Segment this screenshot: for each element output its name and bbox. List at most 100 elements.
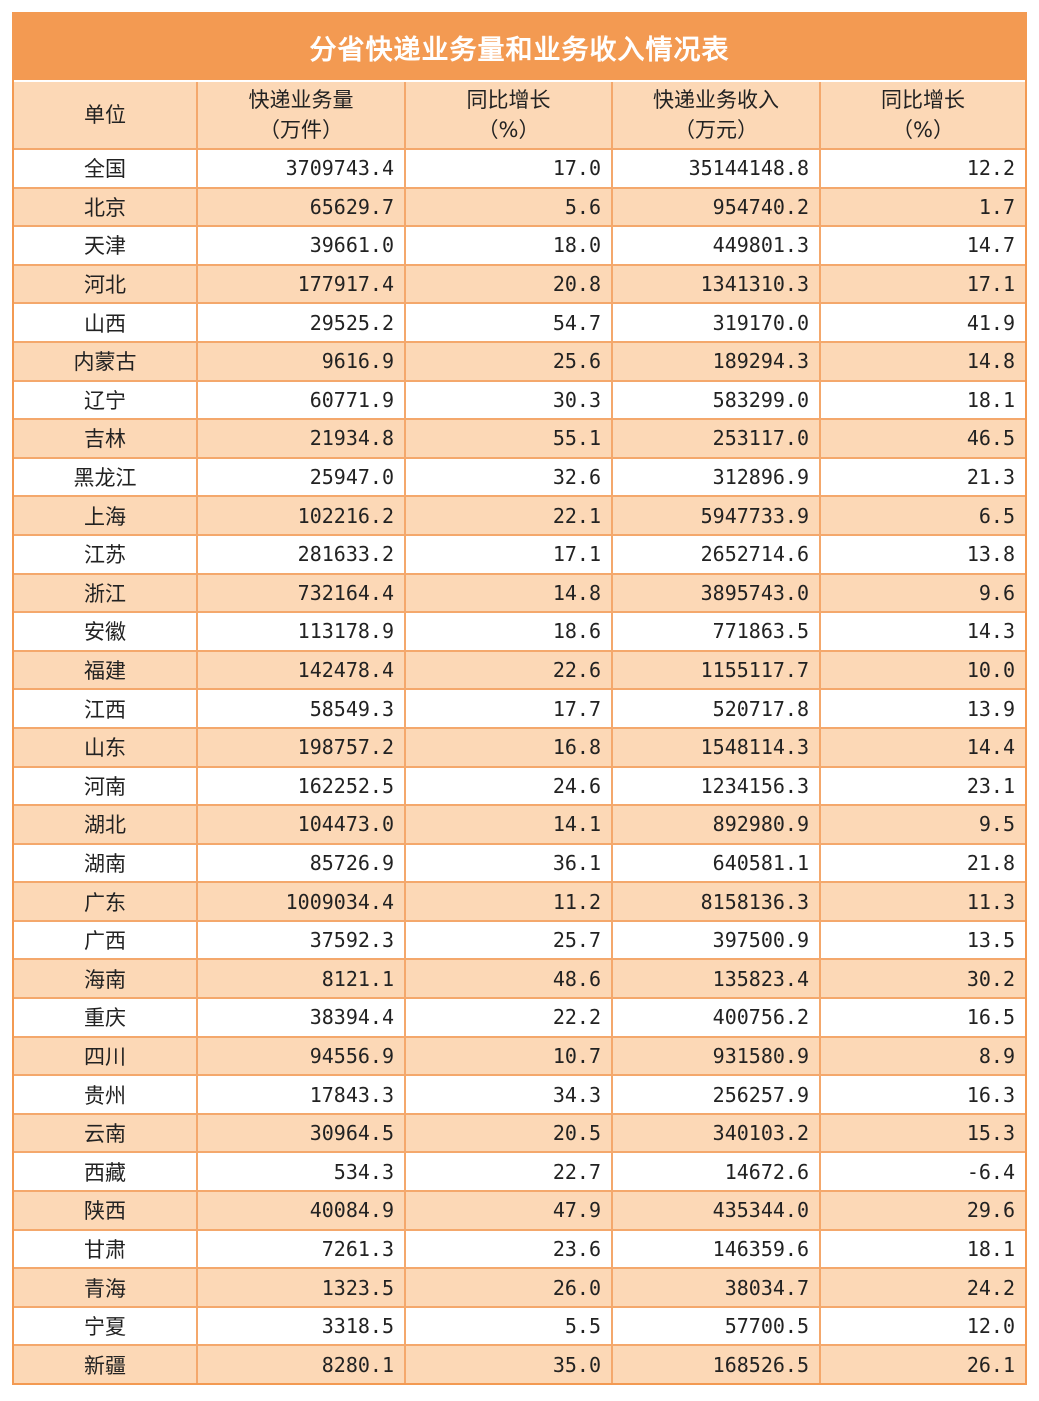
region-name: 广西 <box>14 919 198 961</box>
revenue-cell: 146359.6 <box>611 1228 821 1270</box>
volume-cell: 198757.2 <box>196 726 406 768</box>
volume-growth-cell: 22.2 <box>404 997 613 1038</box>
header-unit-label: （万元） <box>674 118 758 142</box>
table-row: 广东 1009034.4 11.2 8158136.3 11.3 <box>14 881 1025 922</box>
volume-growth-cell: 18.6 <box>404 611 613 652</box>
revenue-cell: 135823.4 <box>611 958 821 1000</box>
volume-growth-cell: 35.0 <box>404 1344 613 1383</box>
header-unit-label: （万件） <box>259 118 343 142</box>
volume-cell: 3318.5 <box>196 1305 406 1347</box>
table-row: 西藏 534.3 22.7 14672.6 -6.4 <box>14 1151 1025 1193</box>
table-row: 海南 8121.1 48.6 135823.4 30.2 <box>14 958 1025 1000</box>
revenue-growth-cell: 9.5 <box>819 804 1025 845</box>
volume-cell: 65629.7 <box>196 186 406 228</box>
table-row: 黑龙江 25947.0 32.6 312896.9 21.3 <box>14 456 1025 498</box>
revenue-growth-cell: 12.2 <box>819 148 1025 189</box>
region-name: 甘肃 <box>14 1228 198 1270</box>
region-name: 浙江 <box>14 572 198 614</box>
volume-growth-cell: 5.6 <box>404 186 613 228</box>
volume-cell: 29525.2 <box>196 302 406 343</box>
volume-cell: 732164.4 <box>196 572 406 614</box>
revenue-growth-cell: 10.0 <box>819 649 1025 691</box>
table-row: 全国 3709743.4 17.0 35144148.8 12.2 <box>14 148 1025 189</box>
volume-growth-cell: 32.6 <box>404 456 613 498</box>
table-row: 内蒙古 9616.9 25.6 189294.3 14.8 <box>14 340 1025 382</box>
volume-growth-cell: 22.1 <box>404 495 613 536</box>
volume-cell: 85726.9 <box>196 842 406 884</box>
revenue-growth-cell: 24.2 <box>819 1267 1025 1308</box>
volume-growth-cell: 30.3 <box>404 379 613 421</box>
revenue-growth-cell: 17.1 <box>819 263 1025 305</box>
header-volume: 快递业务量 （万件） <box>196 82 406 150</box>
region-name: 内蒙古 <box>14 340 198 382</box>
volume-cell: 39661.0 <box>196 225 406 266</box>
region-name: 重庆 <box>14 997 198 1038</box>
header-label: 单位 <box>84 103 126 127</box>
revenue-cell: 8158136.3 <box>611 881 821 922</box>
volume-cell: 94556.9 <box>196 1035 406 1077</box>
revenue-growth-cell: 14.3 <box>819 611 1025 652</box>
revenue-cell: 397500.9 <box>611 919 821 961</box>
region-name: 四川 <box>14 1035 198 1077</box>
revenue-growth-cell: 23.1 <box>819 765 1025 807</box>
volume-growth-cell: 24.6 <box>404 765 613 807</box>
volume-cell: 102216.2 <box>196 495 406 536</box>
region-name: 陕西 <box>14 1190 198 1231</box>
volume-growth-cell: 55.1 <box>404 418 613 459</box>
volume-growth-cell: 20.8 <box>404 263 613 305</box>
volume-growth-cell: 18.0 <box>404 225 613 266</box>
header-row: 单位 快递业务量 （万件） 同比增长 （%） 快递业务收入 （万元） 同比增长 （%） <box>14 82 1025 150</box>
region-name: 安徽 <box>14 611 198 652</box>
header-volume-growth: 同比增长 （%） <box>404 82 613 150</box>
table-title: 分省快递业务量和业务收入情况表 <box>14 14 1025 82</box>
revenue-cell: 256257.9 <box>611 1074 821 1115</box>
region-name: 湖南 <box>14 842 198 884</box>
volume-growth-cell: 17.1 <box>404 533 613 575</box>
volume-cell: 30964.5 <box>196 1112 406 1154</box>
header-unit: 单位 <box>14 82 198 150</box>
table-row: 宁夏 3318.5 5.5 57700.5 12.0 <box>14 1305 1025 1347</box>
volume-cell: 38394.4 <box>196 997 406 1038</box>
volume-growth-cell: 5.5 <box>404 1305 613 1347</box>
header-revenue-growth: 同比增长 （%） <box>819 82 1025 150</box>
revenue-growth-cell: 11.3 <box>819 881 1025 922</box>
region-name: 北京 <box>14 186 198 228</box>
revenue-cell: 319170.0 <box>611 302 821 343</box>
region-name: 广东 <box>14 881 198 922</box>
header-unit-label: （%） <box>477 118 540 142</box>
table-row: 重庆 38394.4 22.2 400756.2 16.5 <box>14 997 1025 1038</box>
volume-growth-cell: 20.5 <box>404 1112 613 1154</box>
revenue-growth-cell: 1.7 <box>819 186 1025 228</box>
revenue-growth-cell: 13.9 <box>819 688 1025 729</box>
table-row: 天津 39661.0 18.0 449801.3 14.7 <box>14 225 1025 266</box>
volume-cell: 21934.8 <box>196 418 406 459</box>
table-row: 陕西 40084.9 47.9 435344.0 29.6 <box>14 1190 1025 1231</box>
revenue-growth-cell: 12.0 <box>819 1305 1025 1347</box>
volume-cell: 40084.9 <box>196 1190 406 1231</box>
region-name: 海南 <box>14 958 198 1000</box>
region-name: 辽宁 <box>14 379 198 421</box>
revenue-cell: 1234156.3 <box>611 765 821 807</box>
revenue-growth-cell: 21.8 <box>819 842 1025 884</box>
table-header: 单位 快递业务量 （万件） 同比增长 （%） 快递业务收入 （万元） 同比增长 （%） <box>14 82 1025 150</box>
revenue-cell: 1155117.7 <box>611 649 821 691</box>
revenue-growth-cell: 26.1 <box>819 1344 1025 1383</box>
header-label: 快递业务收入 <box>653 88 779 112</box>
volume-growth-cell: 14.8 <box>404 572 613 614</box>
header-unit-label: （%） <box>892 118 954 142</box>
volume-growth-cell: 10.7 <box>404 1035 613 1077</box>
table-row: 福建 142478.4 22.6 1155117.7 10.0 <box>14 649 1025 691</box>
table-row: 山东 198757.2 16.8 1548114.3 14.4 <box>14 726 1025 768</box>
revenue-growth-cell: 6.5 <box>819 495 1025 536</box>
table-row: 青海 1323.5 26.0 38034.7 24.2 <box>14 1267 1025 1308</box>
header-label: 同比增长 <box>881 88 965 112</box>
revenue-growth-cell: 18.1 <box>819 1228 1025 1270</box>
revenue-growth-cell: 29.6 <box>819 1190 1025 1231</box>
revenue-growth-cell: 16.3 <box>819 1074 1025 1115</box>
region-name: 上海 <box>14 495 198 536</box>
table-row: 河南 162252.5 24.6 1234156.3 23.1 <box>14 765 1025 807</box>
header-label: 同比增长 <box>466 88 551 112</box>
revenue-cell: 954740.2 <box>611 186 821 228</box>
volume-growth-cell: 25.7 <box>404 919 613 961</box>
revenue-cell: 35144148.8 <box>611 148 821 189</box>
